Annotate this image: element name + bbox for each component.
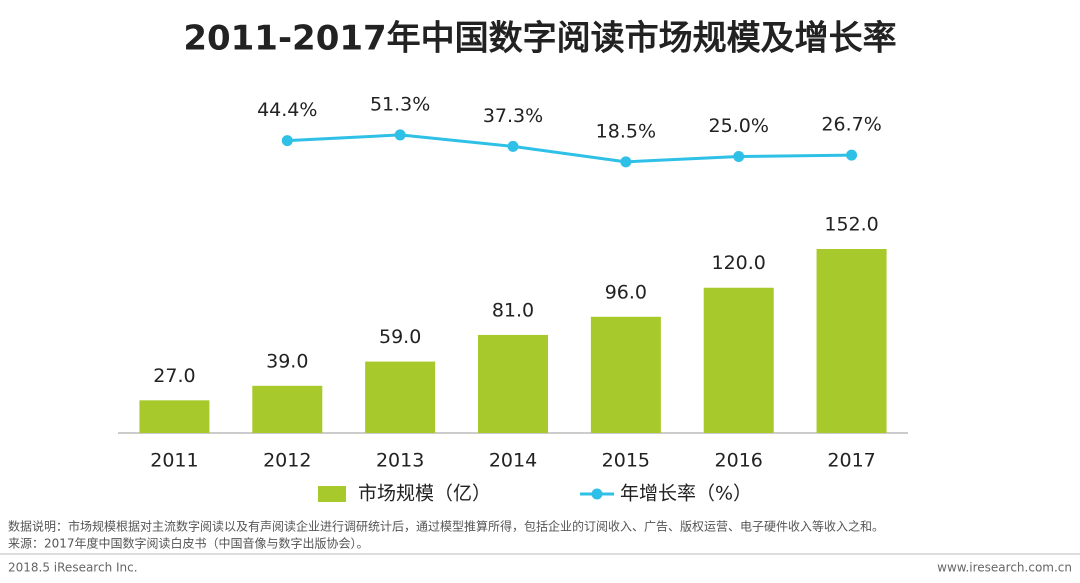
data-label: 27.0 xyxy=(153,365,195,387)
bar xyxy=(478,334,548,433)
line-marker xyxy=(620,156,632,168)
line-marker xyxy=(733,151,745,162)
x-tick-label: 2015 xyxy=(602,450,650,472)
line-marker xyxy=(507,140,519,152)
x-tick-label: 2014 xyxy=(489,450,537,472)
bar xyxy=(703,287,774,433)
line-marker xyxy=(281,135,293,147)
line-marker xyxy=(846,149,858,161)
bar xyxy=(139,400,210,433)
bar xyxy=(365,361,436,433)
x-tick-label: 2011 xyxy=(150,450,198,472)
data-label: 37.3% xyxy=(483,105,543,127)
legend-label: 年增长率（%） xyxy=(620,483,752,505)
data-label: 96.0 xyxy=(605,281,647,303)
footer-right: www.iresearch.com.cn xyxy=(937,561,1072,575)
bar xyxy=(590,316,661,433)
data-label: 18.5% xyxy=(596,120,656,142)
chart-title: 2011-2017年中国数字阅读市场规模及增长率 xyxy=(183,19,896,59)
line-marker xyxy=(394,129,406,141)
data-label: 51.3% xyxy=(370,93,430,115)
data-label: 81.0 xyxy=(492,299,534,321)
note: 数据说明：市场规模根据对主流数字阅读以及有声阅读企业进行调研统计后，通过模型推算… xyxy=(8,519,884,534)
legend-label: 市场规模（亿） xyxy=(358,483,491,505)
x-tick-label: 2012 xyxy=(263,450,311,472)
data-label: 152.0 xyxy=(824,214,878,236)
x-tick-label: 2016 xyxy=(715,450,763,472)
x-tick-label: 2017 xyxy=(827,450,875,472)
data-label: 26.7% xyxy=(821,114,881,136)
legend-swatch xyxy=(318,486,346,502)
data-label: 39.0 xyxy=(266,350,308,372)
bar xyxy=(252,385,323,433)
data-label: 44.4% xyxy=(257,99,317,121)
data-label: 120.0 xyxy=(712,252,766,274)
data-label: 59.0 xyxy=(379,326,421,348)
bar xyxy=(816,249,887,433)
legend-swatch-marker xyxy=(591,488,603,500)
data-label: 25.0% xyxy=(709,115,769,137)
source: 来源：2017年度中国数字阅读白皮书（中国音像与数字出版协会）。 xyxy=(8,536,369,551)
line xyxy=(287,133,852,164)
footer-left: 2018.5 iResearch Inc. xyxy=(8,561,138,575)
x-tick-label: 2013 xyxy=(376,450,424,472)
